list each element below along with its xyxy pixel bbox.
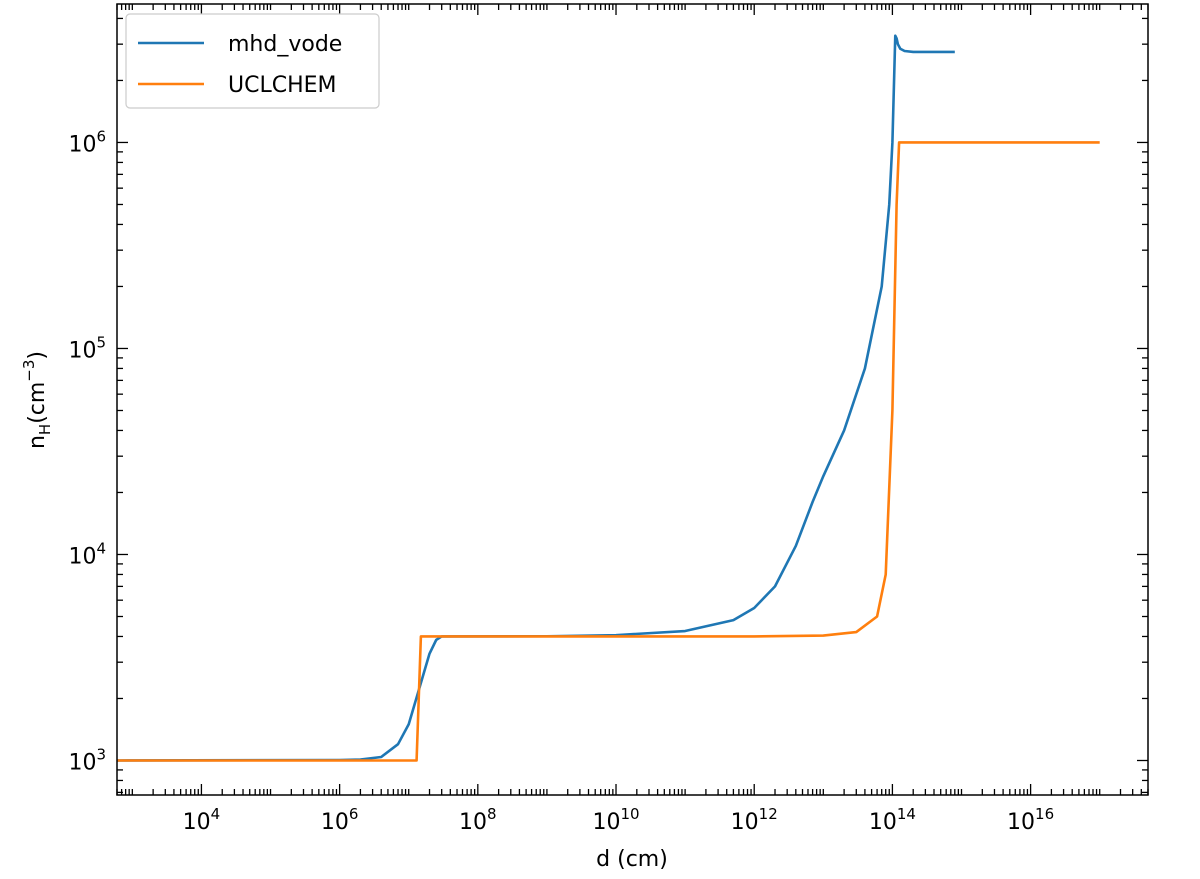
- y-axis-label: nH(cm−3): [20, 351, 54, 449]
- legend-label-uclchem: UCLCHEM: [228, 73, 337, 98]
- y-tick-label: 106: [68, 127, 106, 157]
- x-tick-label: 106: [321, 805, 359, 835]
- minor-ticks: [116, 4, 1149, 795]
- y-tick-label: 104: [68, 539, 106, 569]
- x-tick-label: 1014: [869, 805, 916, 835]
- x-tick-label: 104: [183, 805, 221, 835]
- legend: mhd_vode UCLCHEM: [125, 13, 380, 109]
- x-axis-label: d (cm): [596, 847, 668, 872]
- plot-frame: [116, 3, 1149, 796]
- series-line-uclchem: [117, 141, 1100, 762]
- x-tick-label: 1010: [592, 805, 639, 835]
- x-tick-label: 1016: [1007, 805, 1054, 835]
- y-tick-label: 105: [68, 333, 106, 363]
- series-line-mhd-vode: [116, 34, 955, 762]
- series-layer: [116, 34, 1100, 762]
- y-tick-labels: 103 104 105 106: [68, 127, 106, 775]
- y-tick-label: 103: [68, 745, 106, 775]
- x-tick-label: 1012: [731, 805, 778, 835]
- x-tick-label: 108: [459, 805, 497, 835]
- legend-label-mhd-vode: mhd_vode: [228, 32, 342, 57]
- x-tick-labels: 104 106 108 1010 1012 1014 1016: [183, 805, 1054, 835]
